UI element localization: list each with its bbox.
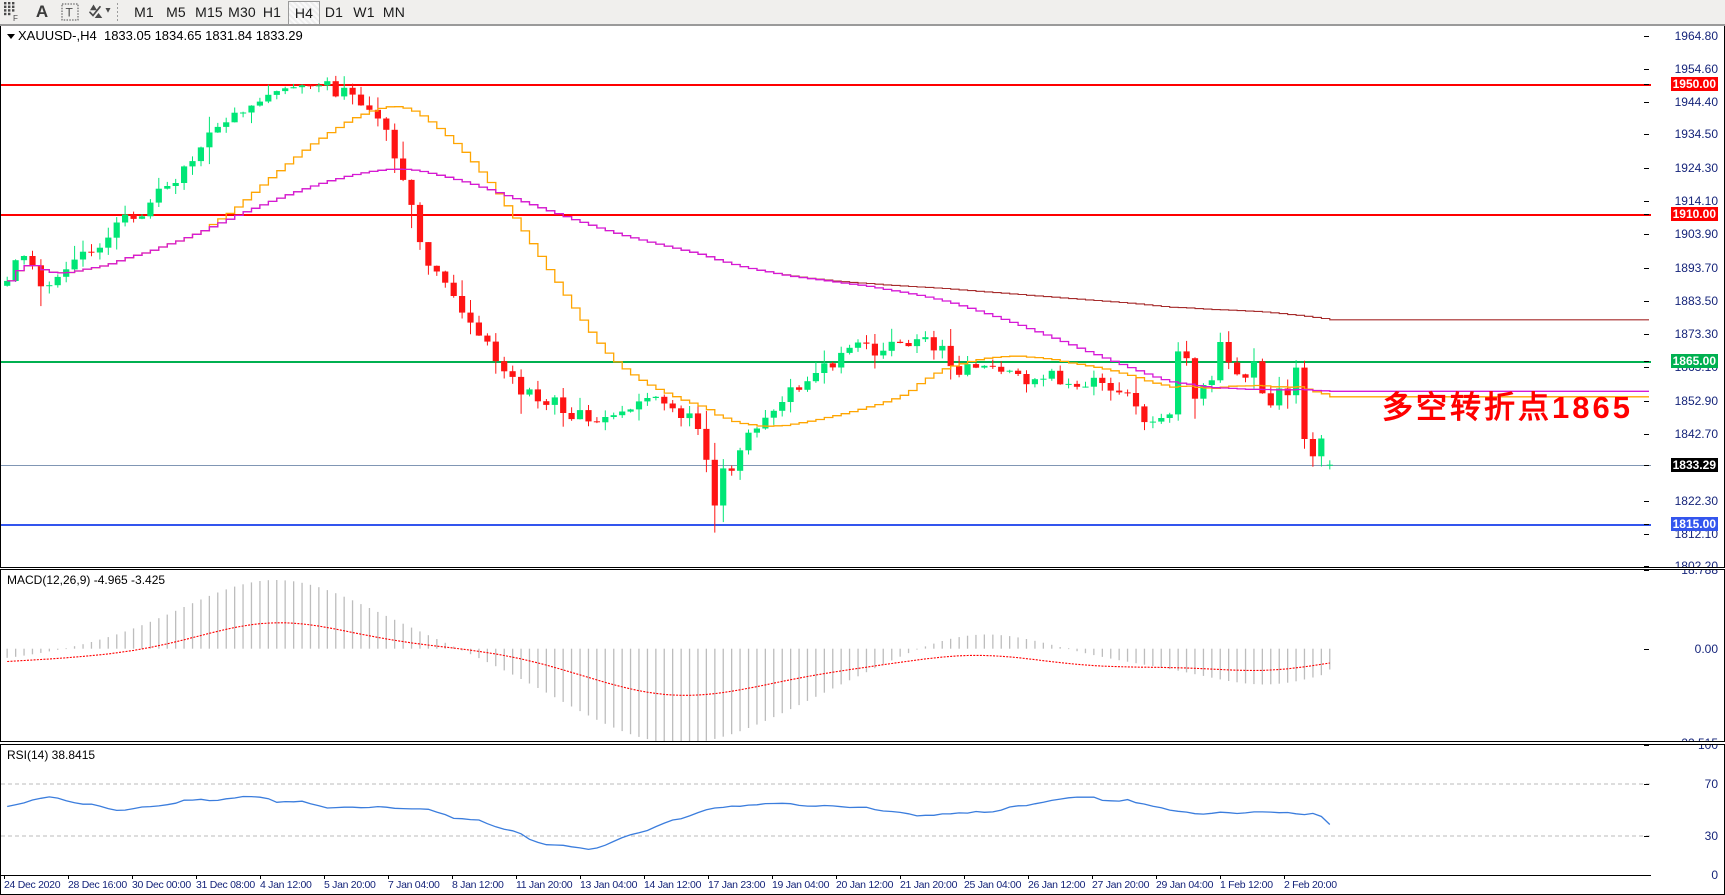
svg-text:F: F — [13, 14, 18, 22]
svg-text:T: T — [66, 6, 74, 20]
